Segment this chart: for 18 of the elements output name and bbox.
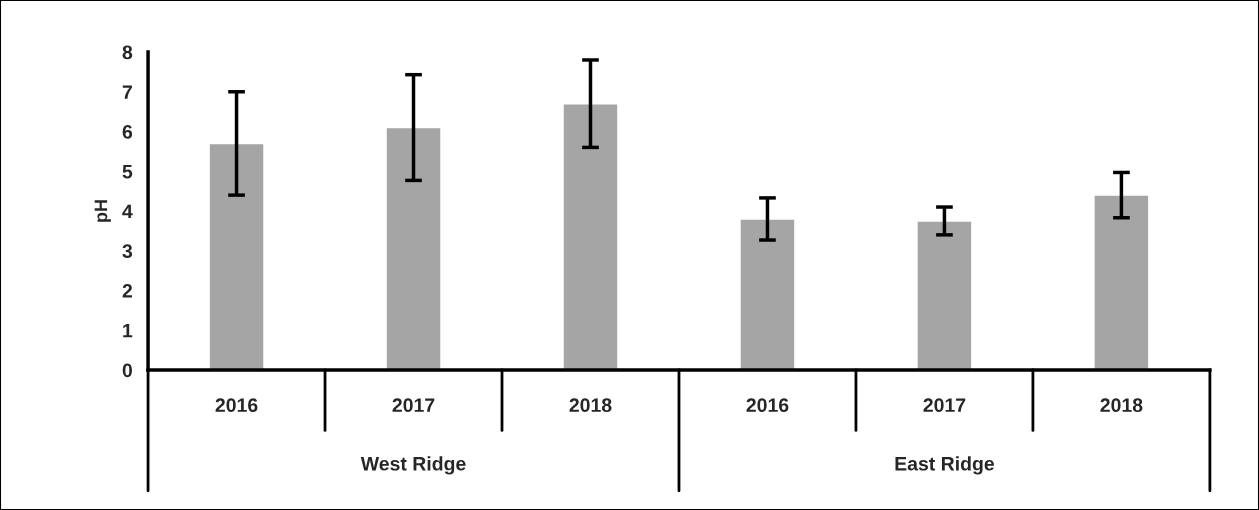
- y-tick-label: 8: [122, 45, 133, 60]
- y-tick-label: 4: [122, 204, 133, 219]
- y-axis-title: pH: [94, 200, 111, 222]
- text: West Ridge: [360, 456, 466, 475]
- y-tick-label: 1: [123, 323, 133, 338]
- y-tick-label: 0: [122, 363, 132, 378]
- x-tick-label: 2016: [746, 398, 789, 413]
- y-tick-label: 3: [122, 244, 133, 259]
- x-tick-label: 2016: [215, 398, 258, 413]
- x-tick-label: 2018: [569, 398, 612, 413]
- y-tick-label: 5: [122, 164, 133, 179]
- x-tick-label: 2018: [1100, 398, 1143, 413]
- text: East Ridge: [895, 456, 995, 475]
- y-tick-label: 2: [122, 283, 132, 298]
- x-tick-label: 2017: [392, 398, 435, 413]
- y-tick-label: 6: [122, 124, 133, 139]
- y-tick-label: 7: [122, 85, 132, 99]
- x-tick-label: 2017: [923, 398, 966, 413]
